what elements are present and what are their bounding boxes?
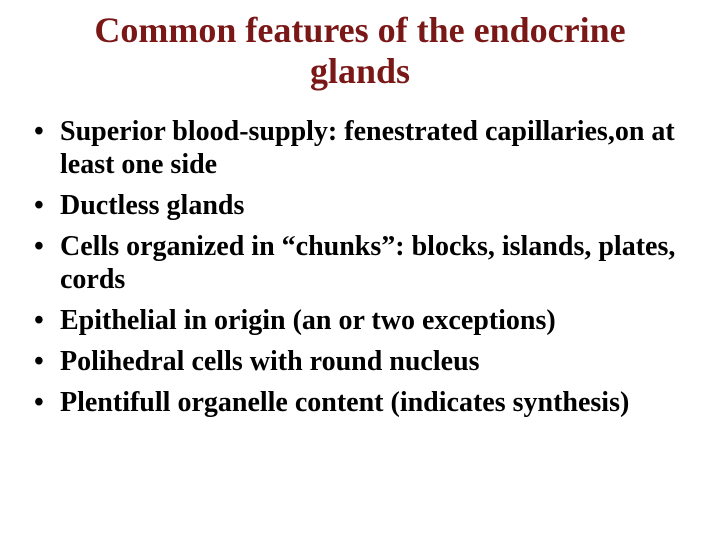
bullet-text: Polihedral cells with round nucleus — [60, 346, 480, 377]
bullet-text: Ductless glands — [60, 190, 244, 221]
slide-title: Common features of the endocrine glands — [20, 10, 700, 93]
list-item: Epithelial in origin (an or two exceptio… — [30, 304, 700, 337]
bullet-text: Superior blood-supply: fenestrated capil… — [60, 116, 675, 180]
list-item: Plentifull organelle content (indicates … — [30, 386, 700, 419]
slide: Common features of the endocrine glands … — [0, 0, 720, 540]
bullet-text: Cells organized in “chunks”: blocks, isl… — [60, 231, 675, 295]
bullet-text: Epithelial in origin (an or two exceptio… — [60, 305, 556, 336]
list-item: Ductless glands — [30, 189, 700, 222]
list-item: Superior blood-supply: fenestrated capil… — [30, 115, 700, 181]
title-line-1: Common features of the endocrine — [94, 10, 625, 50]
list-item: Polihedral cells with round nucleus — [30, 345, 700, 378]
list-item: Cells organized in “chunks”: blocks, isl… — [30, 230, 700, 296]
title-line-2: glands — [310, 51, 410, 91]
bullet-list: Superior blood-supply: fenestrated capil… — [20, 115, 700, 419]
bullet-text: Plentifull organelle content (indicates … — [60, 387, 629, 418]
